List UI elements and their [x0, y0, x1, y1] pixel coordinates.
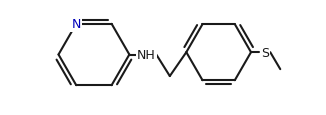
Text: S: S	[261, 46, 269, 59]
Text: N: N	[71, 18, 81, 31]
Text: NH: NH	[137, 49, 156, 61]
